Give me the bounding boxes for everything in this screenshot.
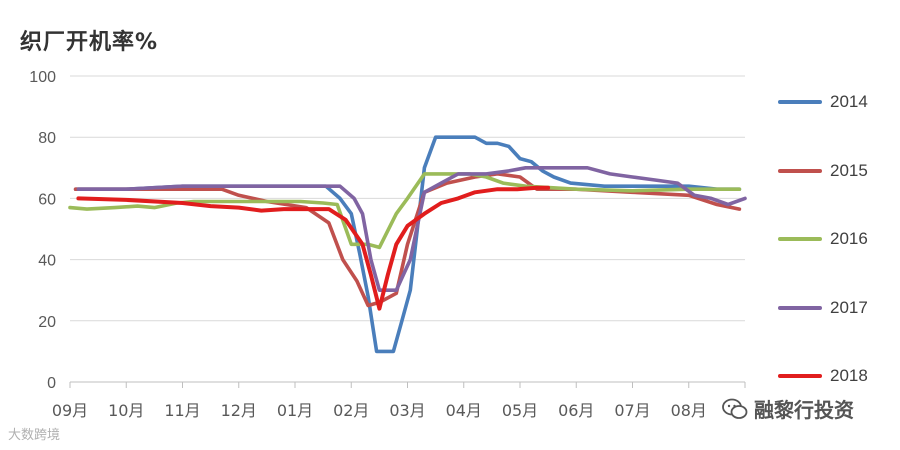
y-tick-label: 0 (47, 375, 56, 392)
legend-label: 2017 (830, 298, 868, 317)
series-line-2018 (76, 185, 551, 311)
x-tick-label: 09月 (52, 401, 88, 420)
legend-label: 2018 (830, 366, 868, 385)
x-tick-label: 12月 (221, 401, 257, 420)
x-tick-label: 06月 (558, 401, 594, 420)
legend-swatch (778, 100, 822, 104)
x-tick-label: 10月 (108, 401, 144, 420)
chart-title: 织厂开机率% (20, 30, 159, 55)
legend-swatch (778, 169, 822, 173)
x-tick-label: 04月 (446, 401, 482, 420)
legend-swatch (778, 374, 822, 378)
legend-item-2017: 2017 (778, 298, 868, 318)
legend-item-2018: 2018 (778, 366, 868, 386)
series-lines (68, 135, 747, 354)
series-line-2014 (73, 135, 742, 354)
x-tick-label: 02月 (333, 401, 369, 420)
legend-item-2016: 2016 (778, 229, 868, 249)
x-axis-tick-labels: 09月 10月 11月 12月 01月 02月 03月 04月 05月 06月 07月 08月 (52, 401, 707, 420)
series-line-2015 (73, 172, 742, 308)
legend-label: 2016 (830, 229, 868, 248)
watermark-right: 融黎行投资 (722, 394, 854, 423)
y-tick-label: 100 (29, 69, 56, 86)
watermark-left-text: 大数跨境 (8, 428, 61, 443)
x-tick-label: 01月 (277, 401, 313, 420)
y-tick-label: 80 (38, 130, 56, 147)
watermark-left: 大数跨境 (8, 424, 60, 443)
x-tick-label: 08月 (671, 401, 707, 420)
y-tick-label: 60 (38, 191, 56, 208)
series-line-2017 (76, 166, 747, 292)
wechat-icon (722, 398, 748, 419)
legend-item-2015: 2015 (778, 161, 868, 181)
x-tick-label: 03月 (389, 401, 425, 420)
x-tick-label: 05月 (502, 401, 538, 420)
y-tick-label: 20 (38, 314, 56, 331)
legend-label: 2014 (830, 92, 868, 111)
gridlines (69, 75, 746, 388)
legend-label: 2015 (830, 161, 868, 180)
y-tick-label: 40 (38, 253, 56, 270)
x-tick-label: 07月 (614, 401, 650, 420)
watermark-right-text: 融黎行投资 (754, 398, 854, 422)
y-axis-tick-labels: 0 20 40 60 80 100 (29, 69, 56, 392)
legend-swatch (778, 306, 822, 310)
legend-swatch (778, 237, 822, 241)
legend-item-2014: 2014 (778, 92, 868, 112)
legend: 2014 2015 2016 2017 2018 (778, 0, 898, 450)
x-tick-label: 11月 (164, 401, 200, 420)
